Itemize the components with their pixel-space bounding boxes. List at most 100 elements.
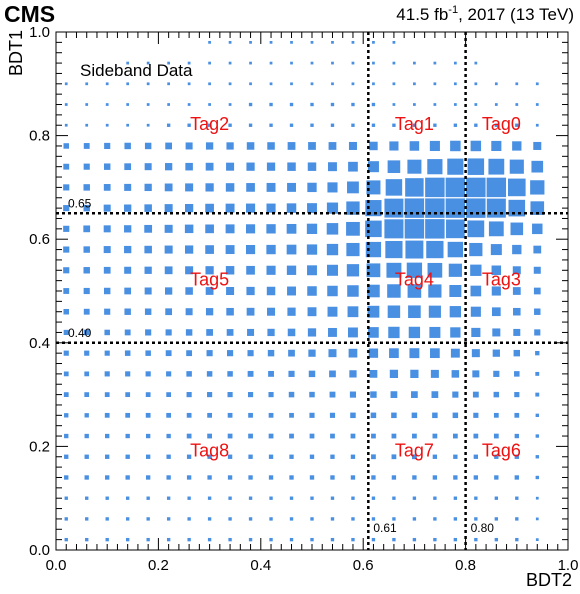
heatmap-box <box>166 392 172 397</box>
heatmap-box <box>466 177 486 198</box>
heatmap-box <box>347 181 359 194</box>
category-label: Tag7 <box>395 440 434 460</box>
heatmap-box <box>530 180 545 195</box>
heatmap-box <box>187 82 191 86</box>
heatmap-box <box>228 517 232 521</box>
heatmap-box <box>351 123 355 127</box>
heatmap-box <box>103 225 111 233</box>
heatmap-box <box>83 287 90 295</box>
heatmap-box <box>185 329 193 336</box>
heatmap-box <box>391 433 397 439</box>
heatmap-box <box>266 244 276 255</box>
heatmap-box <box>346 264 360 277</box>
heatmap-box <box>166 454 171 459</box>
heatmap-box <box>446 219 465 239</box>
y-tick-label: 0.4 <box>29 335 50 352</box>
heatmap-box <box>290 82 293 86</box>
heatmap-box <box>145 392 151 397</box>
heatmap-box <box>83 163 90 170</box>
heatmap-box <box>387 284 401 298</box>
heatmap-box <box>515 496 519 500</box>
heatmap-box <box>85 537 89 542</box>
heatmap-box <box>366 180 381 195</box>
heatmap-box <box>412 517 417 521</box>
heatmap-box <box>266 265 276 275</box>
heatmap-box <box>287 286 296 296</box>
heatmap-box <box>246 286 255 296</box>
heatmap-box <box>226 162 235 171</box>
heatmap-box <box>447 241 464 258</box>
heatmap-box <box>208 40 211 44</box>
heatmap-box <box>330 102 335 107</box>
heatmap-box <box>208 61 211 65</box>
heatmap-box <box>64 433 69 439</box>
heatmap-box <box>515 82 519 86</box>
heatmap-box <box>289 123 294 127</box>
heatmap-box <box>227 371 233 377</box>
heatmap-box <box>166 433 171 439</box>
heatmap-box <box>331 40 334 44</box>
heatmap-box <box>125 454 130 459</box>
heatmap-box <box>144 308 152 315</box>
heatmap-box <box>248 454 253 459</box>
lumi-exponent: -1 <box>448 4 458 16</box>
heatmap-box <box>310 40 314 44</box>
heatmap-box <box>307 328 317 337</box>
heatmap-box <box>494 454 499 459</box>
heatmap-box <box>453 496 458 500</box>
heatmap-box <box>432 412 438 419</box>
heatmap-box <box>144 183 152 192</box>
heatmap-box <box>268 433 274 439</box>
heatmap-box <box>205 308 214 316</box>
heatmap-box <box>329 370 336 378</box>
category-label: Tag2 <box>190 114 229 134</box>
heatmap-box <box>186 412 192 418</box>
heatmap-box <box>386 262 402 278</box>
heatmap-box <box>433 517 437 521</box>
heatmap-box <box>226 142 234 150</box>
heatmap-box <box>246 265 255 275</box>
heatmap-box <box>63 267 70 274</box>
heatmap-box <box>103 163 111 170</box>
heatmap-box <box>125 392 131 397</box>
luminosity-label: 41.5 fb-1, 2017 (13 TeV) <box>396 4 574 24</box>
cut-label-x: 0.61 <box>373 521 397 535</box>
heatmap-box <box>310 123 314 127</box>
heatmap-box <box>248 496 253 500</box>
heatmap-box <box>166 496 171 500</box>
heatmap-box <box>105 433 110 439</box>
heatmap-box <box>185 183 194 192</box>
heatmap-box <box>125 371 131 377</box>
experiment-label: CMS <box>4 1 55 27</box>
heatmap-box <box>288 370 295 377</box>
heatmap-box <box>535 434 539 438</box>
heatmap-box <box>125 475 130 480</box>
heatmap-box <box>225 224 235 234</box>
x-tick-label: 1.0 <box>558 557 579 574</box>
heatmap-box <box>205 183 214 192</box>
heatmap-box <box>474 517 478 521</box>
heatmap-box <box>164 204 173 213</box>
heatmap-box <box>246 203 256 213</box>
heatmap-box <box>187 103 191 106</box>
heatmap-box <box>488 221 504 237</box>
heatmap-box <box>425 177 445 198</box>
heatmap-box <box>404 198 425 218</box>
heatmap-box <box>205 266 214 275</box>
heatmap-box <box>269 40 273 44</box>
heatmap-box <box>205 162 214 171</box>
heatmap-box <box>207 475 212 480</box>
heatmap-box <box>166 537 171 542</box>
heatmap-box <box>514 454 519 459</box>
heatmap-box <box>249 40 252 44</box>
heatmap-box <box>351 61 355 65</box>
lumi-suffix: , 2017 (13 TeV) <box>458 5 574 24</box>
heatmap-box <box>310 496 314 500</box>
heatmap-box <box>125 433 130 439</box>
heatmap-box <box>287 307 296 316</box>
heatmap-box <box>450 140 461 152</box>
heatmap-box <box>267 142 275 150</box>
heatmap-box <box>451 370 460 378</box>
heatmap-box <box>327 306 338 317</box>
heatmap-box <box>83 246 90 253</box>
